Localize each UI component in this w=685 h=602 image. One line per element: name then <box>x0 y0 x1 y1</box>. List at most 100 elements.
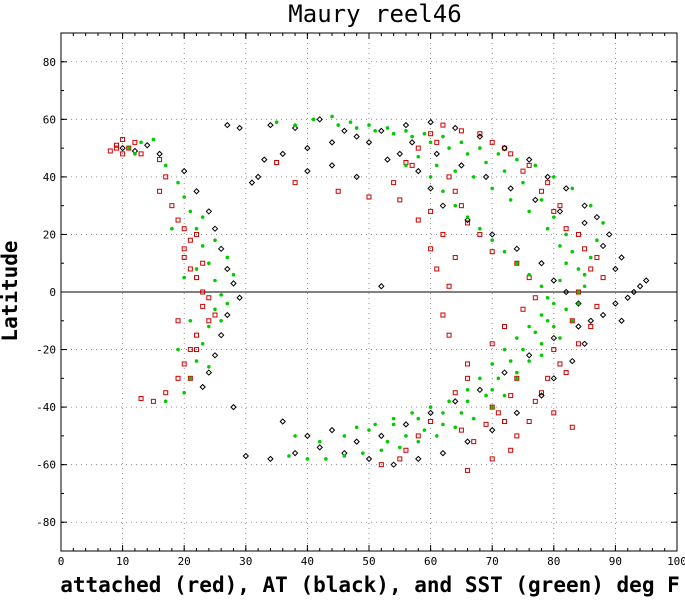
data-point-diamond <box>439 202 447 209</box>
x-tick-label: 90 <box>609 555 622 568</box>
data-point-diamond <box>211 225 219 232</box>
data-point-dot <box>502 169 507 173</box>
data-point-dot <box>293 434 297 438</box>
data-point-dot <box>213 238 217 242</box>
data-point-square <box>526 162 532 168</box>
data-point-dot <box>404 129 408 133</box>
data-point-dot <box>354 126 359 130</box>
data-point-dot <box>545 295 550 300</box>
data-point-diamond <box>427 119 434 126</box>
data-point-dot <box>200 342 205 346</box>
data-point-square <box>415 217 421 223</box>
data-point-dot <box>515 376 519 381</box>
data-point-square <box>446 174 452 180</box>
data-point-square <box>157 157 163 163</box>
data-point-dot <box>163 163 168 168</box>
data-point-diamond <box>507 185 514 192</box>
data-point-square <box>194 332 200 338</box>
data-point-square <box>138 395 144 401</box>
data-point-square <box>200 260 206 266</box>
data-point-square <box>206 318 212 324</box>
data-point-dot <box>527 272 531 277</box>
data-point-square <box>169 203 175 209</box>
data-point-dot <box>317 439 322 444</box>
data-point-diamond <box>304 144 311 152</box>
data-point-diamond <box>636 283 644 290</box>
data-point-diamond <box>408 139 416 146</box>
data-point-square <box>545 375 551 381</box>
data-point-square <box>452 188 458 194</box>
data-point-square <box>200 303 206 309</box>
data-point-diamond <box>396 150 404 158</box>
data-point-square <box>434 139 440 145</box>
data-point-dot <box>348 120 353 125</box>
data-point-dot <box>539 313 544 317</box>
data-point-dot <box>576 290 581 294</box>
data-point-diamond <box>612 265 619 273</box>
data-point-diamond <box>353 133 360 140</box>
data-point-dot <box>151 137 156 142</box>
data-point-dot <box>434 434 439 438</box>
data-point-diamond <box>593 213 601 221</box>
data-point-square <box>391 180 397 186</box>
data-point-square <box>588 324 594 330</box>
data-point-dot <box>582 284 587 289</box>
data-point-square <box>403 447 409 453</box>
data-point-dot <box>558 336 562 340</box>
data-point-dot <box>459 411 464 415</box>
data-point-diamond <box>427 185 434 192</box>
data-point-dot <box>471 175 476 179</box>
data-point-dot <box>354 425 359 430</box>
data-point-diamond <box>402 421 410 428</box>
data-point-dot <box>176 180 180 185</box>
data-point-square <box>526 419 532 424</box>
data-point-dot <box>533 330 538 335</box>
data-point-diamond <box>544 173 551 181</box>
data-point-square <box>292 180 298 186</box>
data-point-square <box>569 318 575 324</box>
x-tick-labels: 0 10 20 30 40 50 60 70 80 90 100 <box>58 555 685 568</box>
data-point-dot <box>404 163 408 168</box>
data-point-diamond <box>433 150 440 158</box>
data-point-square <box>563 226 569 232</box>
x-tick-label: 100 <box>667 555 685 568</box>
data-point-dot <box>182 195 186 199</box>
data-point-square <box>335 188 341 194</box>
data-point-diamond <box>488 231 496 238</box>
data-point-dot <box>324 457 328 461</box>
data-point-square <box>508 447 514 453</box>
data-point-square <box>489 139 495 145</box>
data-point-diamond <box>642 277 650 284</box>
x-tick-label: 80 <box>547 555 560 568</box>
data-points <box>107 114 650 473</box>
data-point-dot <box>367 428 371 432</box>
data-point-square <box>126 145 132 151</box>
data-point-dot <box>428 175 433 179</box>
data-point-dot <box>570 249 575 254</box>
data-point-square <box>206 295 212 301</box>
data-point-dot <box>478 376 482 381</box>
data-point-square <box>187 237 193 243</box>
data-point-dot <box>416 154 421 159</box>
data-point-square <box>132 139 138 145</box>
data-point-diamond <box>538 392 545 399</box>
data-point-dot <box>564 232 568 237</box>
data-point-diamond <box>224 121 231 129</box>
data-point-diamond <box>242 452 250 460</box>
data-point-square <box>489 404 495 410</box>
data-point-square <box>508 151 514 157</box>
data-point-diamond <box>618 317 625 324</box>
data-point-diamond <box>119 144 126 152</box>
data-point-dot <box>274 120 279 125</box>
data-point-diamond <box>378 127 385 135</box>
data-point-dot <box>527 359 531 363</box>
data-point-dot <box>422 131 427 136</box>
data-point-square <box>181 226 187 232</box>
data-point-diamond <box>378 283 385 290</box>
data-point-diamond <box>328 139 336 146</box>
y-tick-label: 60 <box>43 113 56 126</box>
data-point-diamond <box>180 167 188 175</box>
data-point-square <box>465 220 471 226</box>
data-point-diamond <box>199 383 206 391</box>
data-point-diamond <box>452 398 459 405</box>
